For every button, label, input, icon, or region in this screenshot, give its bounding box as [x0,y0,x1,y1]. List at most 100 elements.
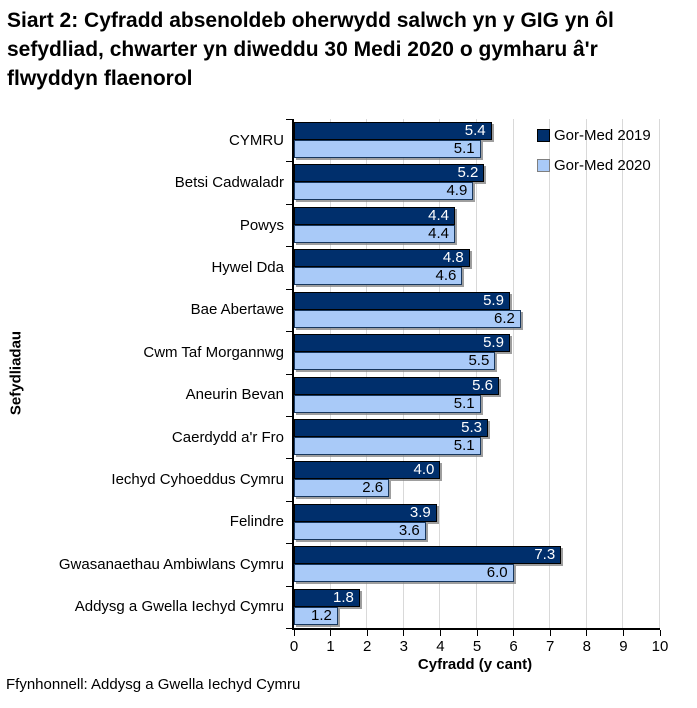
bar-gor-med-2020: 5.1 [294,140,481,158]
bar-value-label: 4.4 [428,206,450,224]
y-axis-tick [286,330,292,332]
x-axis-tick-8 [586,630,588,636]
category-label: Gwasanaethau Ambiwlans Cymru [58,555,284,573]
y-axis-tick [286,415,292,417]
category-label: CYMRU [229,131,284,149]
bar-value-label: 5.1 [453,140,475,157]
x-axis-title: Cyfradd (y cant) [417,656,533,673]
bar-gor-med-2019: 5.6 [294,376,499,395]
x-tick-label-3: 3 [399,638,408,655]
legend-swatch-2019-icon [537,128,550,142]
category-label: Betsi Cadwaladr [174,174,284,192]
gridline-1 [329,119,331,628]
category-label: Powys [239,216,284,234]
bar-gor-med-2020: 2.6 [294,479,390,498]
category-label: Iechyd Cyhoeddus Cymru [111,471,284,489]
x-axis-tick-1 [330,630,332,636]
x-tick-label-8: 8 [582,638,591,655]
bar-value-label: 5.4 [464,122,486,139]
bar-gor-med-2020: 4.4 [294,224,456,243]
bar-value-label: 5.2 [457,164,479,182]
bar-gor-med-2020: 6.2 [294,309,521,328]
bar-gor-med-2019: 5.9 [294,334,510,353]
bar-gor-med-2019: 5.4 [294,122,492,140]
category-label: Felindre [229,513,284,531]
x-axis-tick-3 [403,630,405,636]
y-axis-tick [286,288,292,290]
x-axis-tick-7 [549,630,551,636]
x-axis-tick-10 [659,630,661,636]
bar-value-label: 5.9 [483,291,504,309]
source-note: Ffynhonnell: Addysg a Gwella Iechyd Cymr… [6,676,301,693]
gridline-10 [659,119,660,628]
category-label: Hywel Dda [211,258,284,276]
y-axis-tick [286,500,292,502]
gridline-8 [585,119,587,628]
gridline-6 [512,119,514,628]
bar-value-label: 6.2 [494,309,515,327]
y-axis-tick [286,203,292,205]
x-tick-label-9: 9 [619,638,628,655]
y-axis-tick [286,585,292,587]
bar-value-label: 5.1 [453,394,475,412]
x-tick-label-0: 0 [289,638,299,655]
bar-value-label: 3.9 [409,503,431,521]
bar-value-label: 5.5 [468,352,490,370]
bar-gor-med-2020: 5.1 [294,436,481,455]
y-axis-tick [286,373,292,375]
bar-value-label: 1.8 [333,588,354,606]
bar-gor-med-2020: 4.6 [294,267,463,286]
gridline-9 [622,119,624,628]
x-axis-tick-6 [513,630,515,636]
bar-value-label: 4.0 [413,461,435,479]
x-tick-label-6: 6 [509,638,518,655]
y-axis-tick [286,457,292,459]
x-axis-tick-2 [366,630,368,636]
bar-gor-med-2020: 4.9 [294,182,474,201]
y-axis-tick [286,627,292,629]
gridline-3 [402,119,404,628]
bar-value-label: 5.3 [461,418,482,436]
category-label: Cwm Taf Morgannwg [143,343,284,361]
bar-gor-med-2020: 1.2 [294,606,338,625]
x-tick-label-7: 7 [546,638,555,655]
x-tick-label-4: 4 [436,638,445,655]
y-axis-tick [286,542,292,544]
y-axis-tick [286,245,292,247]
bar-gor-med-2019: 3.9 [294,503,437,522]
gridline-5 [476,119,477,628]
x-axis-tick-0 [293,630,295,636]
category-label: Aneurin Bevan [185,386,284,404]
bar-gor-med-2020: 5.1 [294,394,481,413]
x-tick-label-2: 2 [363,638,372,655]
plot-area: Gor-Med 2019 Gor-Med 2020 0 1 2 3 4 5 6 7 8 9 10 CY… [59,118,668,655]
gridline-4 [439,119,441,628]
bar-value-label: 6.0 [486,564,508,582]
x-axis-tick-9 [622,630,624,636]
y-axis-tick [286,160,292,162]
bar-gor-med-2020: 6.0 [294,564,514,583]
bar-gor-med-2019: 1.8 [294,588,360,607]
legend-label-2019: Gor-Med 2019 [554,126,651,144]
bar-value-label: 5.9 [483,334,504,352]
x-axis-tick-5 [476,630,478,636]
bar-value-label: 5.6 [472,376,493,394]
category-label: Bae Abertawe [190,301,284,319]
x-tick-label-1: 1 [326,638,335,655]
gridline-7 [549,119,551,628]
bar-gor-med-2019: 4.0 [294,461,441,480]
legend-item-2019: Gor-Med 2019 [537,125,651,145]
legend: Gor-Med 2019 Gor-Med 2020 [537,125,651,185]
bar-value-label: 1.2 [311,606,332,624]
x-tick-label-10: 10 [651,638,669,655]
bar-value-label: 4.6 [435,267,457,285]
category-label: Caerdydd a'r Fro [171,428,284,446]
y-axis-tick [286,118,292,120]
bar-gor-med-2019: 4.4 [294,206,456,225]
bar-value-label: 2.6 [362,479,384,497]
bar-value-label: 4.9 [446,182,468,200]
bar-gor-med-2019: 5.3 [294,418,488,437]
bar-value-label: 4.8 [442,249,464,267]
